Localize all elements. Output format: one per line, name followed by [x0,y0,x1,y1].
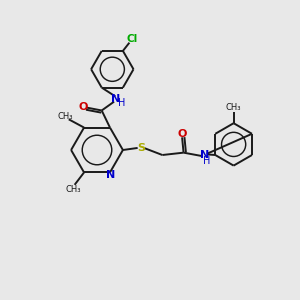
Text: CH₃: CH₃ [226,103,242,112]
Text: Cl: Cl [126,34,137,44]
Text: O: O [177,128,187,139]
Text: H: H [202,157,210,166]
Text: CH₃: CH₃ [58,112,73,122]
Text: O: O [78,102,88,112]
Text: N: N [111,94,121,104]
Text: S: S [137,142,145,153]
Text: N: N [200,150,209,160]
Text: N: N [106,170,115,180]
Text: CH₃: CH₃ [65,185,81,194]
Text: H: H [118,98,125,108]
